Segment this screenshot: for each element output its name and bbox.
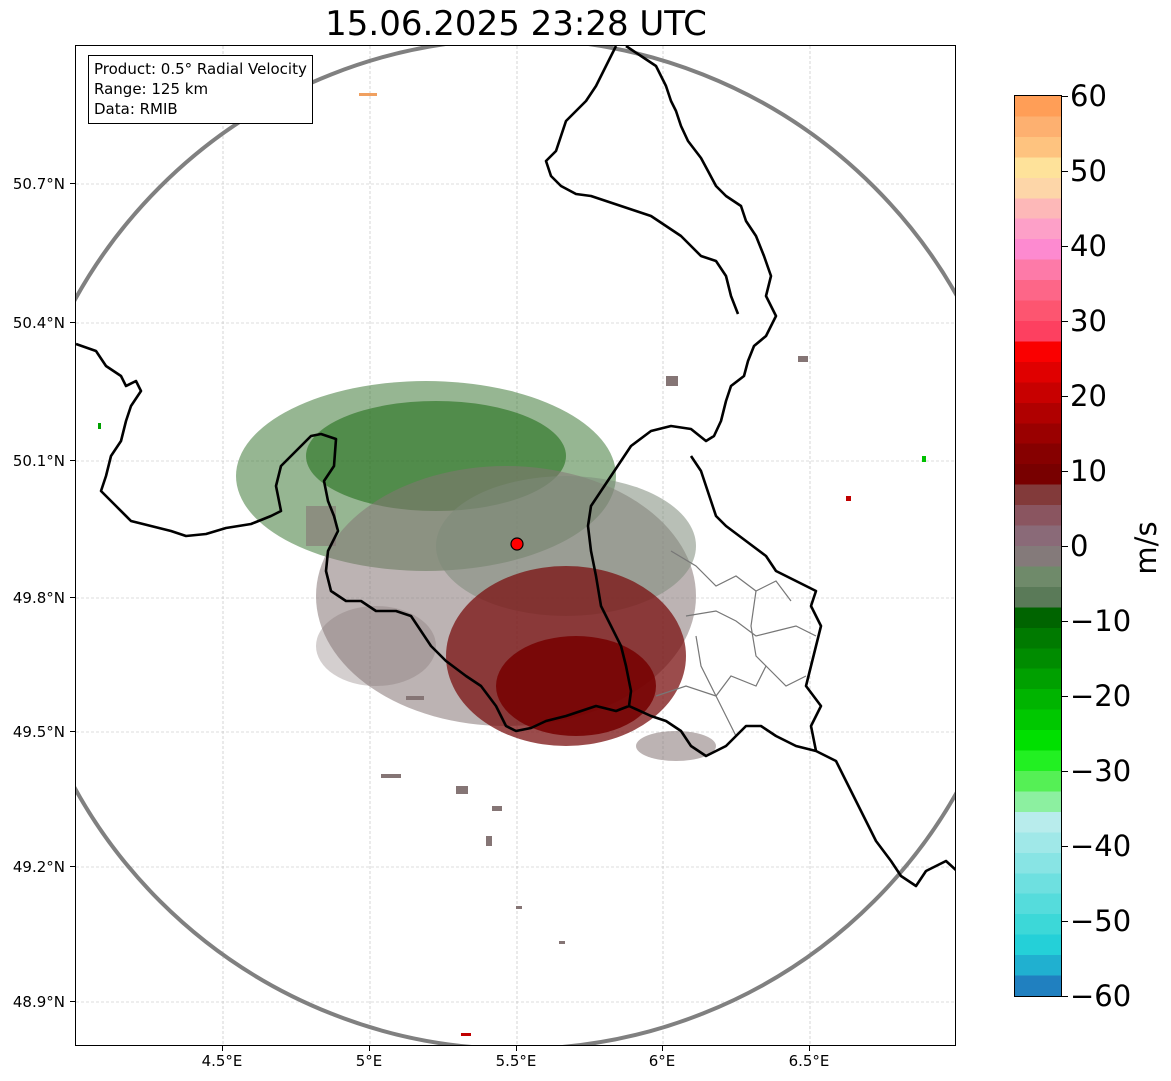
colorbar-tick-label: 0 [1070, 529, 1089, 563]
lat-tick [70, 183, 75, 184]
product-info-box: Product: 0.5° Radial Velocity Range: 125… [88, 55, 313, 124]
lon-label: 4.5°E [201, 1052, 243, 1070]
lat-tick [70, 322, 75, 323]
colorbar-tick-label: −40 [1070, 829, 1132, 863]
lat-tick [70, 866, 75, 867]
colorbar-tick [1062, 171, 1068, 172]
colorbar-tick-label: 30 [1070, 304, 1107, 338]
lon-label: 6.5°E [788, 1052, 830, 1070]
colorbar-tick-label: 20 [1070, 379, 1107, 413]
radar-map-svg [76, 46, 955, 1045]
colorbar-tick [1062, 96, 1068, 97]
colorbar-tick-label: 40 [1070, 229, 1107, 263]
colorbar-tick [1062, 696, 1068, 697]
colorbar-tick [1062, 771, 1068, 772]
colorbar-tick [1062, 921, 1068, 922]
colorbar-tick [1062, 471, 1068, 472]
lon-tick [222, 1046, 223, 1051]
colorbar-tick [1062, 246, 1068, 247]
colorbar-tick-label: −50 [1070, 904, 1132, 938]
colorbar-tick-label: −30 [1070, 754, 1132, 788]
lon-label: 5°E [355, 1052, 383, 1070]
colorbar-unit-label: m/s [1129, 521, 1163, 575]
lon-tick [369, 1046, 370, 1051]
lat-label: 49.8°N [12, 589, 65, 607]
colorbar-tick [1062, 846, 1068, 847]
lat-tick [70, 597, 75, 598]
colorbar-tick-label: −10 [1070, 604, 1132, 638]
radar-site-marker[interactable] [510, 537, 524, 551]
country-borders [76, 46, 955, 888]
range-label: Range: 125 km [94, 80, 209, 98]
colorbar-tick-label: 50 [1070, 154, 1107, 188]
lat-tick [70, 460, 75, 461]
velocity-colorbar [1014, 95, 1062, 997]
colorbar-tick [1062, 396, 1068, 397]
product-label: Product: 0.5° Radial Velocity [94, 60, 307, 78]
canton-borders [655, 550, 817, 737]
lon-label: 6°E [648, 1052, 676, 1070]
radar-echoes [98, 93, 926, 1036]
colorbar-tick [1062, 996, 1068, 997]
lat-tick [70, 731, 75, 732]
data-source-label: Data: RMIB [94, 100, 178, 118]
lat-label: 50.1°N [12, 452, 65, 470]
colorbar-tick [1062, 321, 1068, 322]
radar-map[interactable] [75, 45, 956, 1046]
lat-label: 48.9°N [12, 993, 65, 1011]
colorbar-tick [1062, 621, 1068, 622]
lon-label: 5.5°E [495, 1052, 537, 1070]
lon-tick [662, 1046, 663, 1051]
colorbar-tick-label: 60 [1070, 79, 1107, 113]
lat-label: 49.2°N [12, 858, 65, 876]
lat-label: 50.4°N [12, 314, 65, 332]
map-title: 15.06.2025 23:28 UTC [325, 4, 707, 44]
lon-tick [809, 1046, 810, 1051]
colorbar-tick-label: −60 [1070, 979, 1132, 1013]
lon-tick [516, 1046, 517, 1051]
lat-label: 49.5°N [12, 723, 65, 741]
lat-label: 50.7°N [12, 175, 65, 193]
colorbar-tick-label: 10 [1070, 454, 1107, 488]
colorbar-tick [1062, 546, 1068, 547]
lat-tick [70, 1001, 75, 1002]
colorbar-tick-label: −20 [1070, 679, 1132, 713]
